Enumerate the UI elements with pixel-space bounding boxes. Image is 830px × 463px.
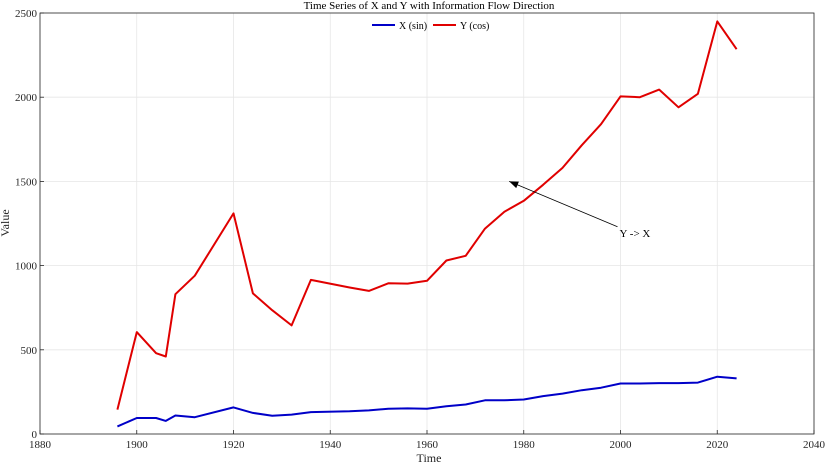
y-tick-label: 1000 <box>15 261 38 273</box>
legend-label-x: X (sin) <box>399 21 427 32</box>
y-tick-label: 2000 <box>15 92 38 104</box>
legend: X (sin) Y (cos) <box>372 21 489 32</box>
x-tick-label: 2020 <box>706 439 729 451</box>
x-tick-label: 1980 <box>513 439 536 451</box>
series-line-y-cos <box>116 20 738 410</box>
annotation-arrow-line <box>509 181 618 228</box>
chart-title: Time Series of X and Y with Information … <box>304 0 555 12</box>
axis-ticks: 1880 1900 1920 1940 1960 1980 2000 2020 2040 0 500… <box>15 8 826 451</box>
annotation-label: Y -> X <box>620 228 651 240</box>
annotation-arrow-head <box>509 181 519 189</box>
x-tick-label: 1900 <box>126 439 149 451</box>
x-tick-label: 1960 <box>416 439 439 451</box>
x-tick-label: 2040 <box>803 439 826 451</box>
series-lines <box>116 20 738 428</box>
x-tick-label: 2000 <box>610 439 633 451</box>
annotation: Y -> X <box>509 181 651 240</box>
y-tick-label: 1500 <box>15 176 38 188</box>
x-tick-label: 1940 <box>319 439 342 451</box>
y-tick-label: 2500 <box>15 8 38 20</box>
x-tick-label: 1920 <box>223 439 246 451</box>
x-tick-label: 1880 <box>29 439 52 451</box>
x-axis-label: Time <box>417 451 442 463</box>
y-axis-label: Value <box>0 209 12 236</box>
legend-label-y: Y (cos) <box>460 21 489 32</box>
y-tick-label: 500 <box>21 345 38 357</box>
y-tick-label: 0 <box>32 429 38 441</box>
series-line-x-sin <box>117 375 737 428</box>
